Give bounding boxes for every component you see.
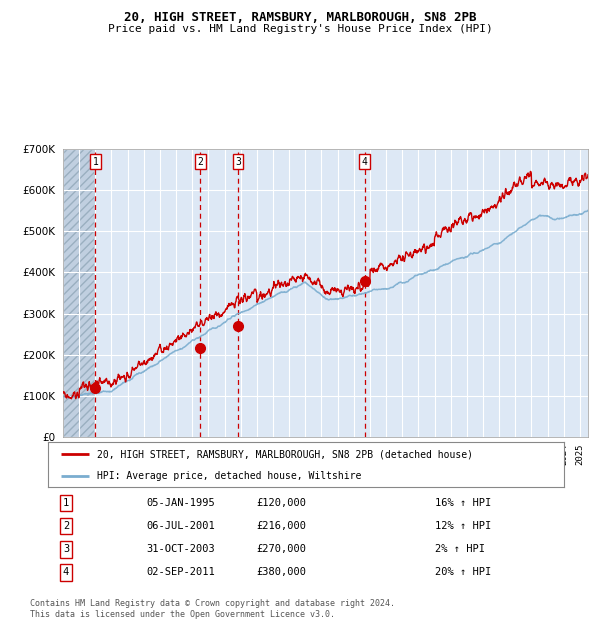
- Text: 2: 2: [197, 157, 203, 167]
- Text: 20, HIGH STREET, RAMSBURY, MARLBOROUGH, SN8 2PB (detached house): 20, HIGH STREET, RAMSBURY, MARLBOROUGH, …: [97, 449, 473, 459]
- Text: 20, HIGH STREET, RAMSBURY, MARLBOROUGH, SN8 2PB: 20, HIGH STREET, RAMSBURY, MARLBOROUGH, …: [124, 11, 476, 24]
- Text: 3: 3: [63, 544, 69, 554]
- Text: £216,000: £216,000: [256, 521, 306, 531]
- Text: 12% ↑ HPI: 12% ↑ HPI: [435, 521, 491, 531]
- Text: 4: 4: [63, 567, 69, 577]
- Text: £120,000: £120,000: [256, 498, 306, 508]
- Text: 16% ↑ HPI: 16% ↑ HPI: [435, 498, 491, 508]
- Bar: [63, 149, 94, 437]
- Text: £380,000: £380,000: [256, 567, 306, 577]
- Text: 3: 3: [235, 157, 241, 167]
- Text: 2: 2: [63, 521, 69, 531]
- Text: HPI: Average price, detached house, Wiltshire: HPI: Average price, detached house, Wilt…: [97, 471, 361, 480]
- Text: 4: 4: [362, 157, 368, 167]
- Text: 1: 1: [63, 498, 69, 508]
- Bar: [63, 149, 94, 437]
- Text: 1: 1: [92, 157, 98, 167]
- Text: 02-SEP-2011: 02-SEP-2011: [146, 567, 215, 577]
- Text: 2% ↑ HPI: 2% ↑ HPI: [435, 544, 485, 554]
- Text: £270,000: £270,000: [256, 544, 306, 554]
- Text: Contains HM Land Registry data © Crown copyright and database right 2024.
This d: Contains HM Land Registry data © Crown c…: [30, 600, 395, 619]
- Text: 31-OCT-2003: 31-OCT-2003: [146, 544, 215, 554]
- Text: 05-JAN-1995: 05-JAN-1995: [146, 498, 215, 508]
- Text: Price paid vs. HM Land Registry's House Price Index (HPI): Price paid vs. HM Land Registry's House …: [107, 24, 493, 33]
- Text: 06-JUL-2001: 06-JUL-2001: [146, 521, 215, 531]
- Text: 20% ↑ HPI: 20% ↑ HPI: [435, 567, 491, 577]
